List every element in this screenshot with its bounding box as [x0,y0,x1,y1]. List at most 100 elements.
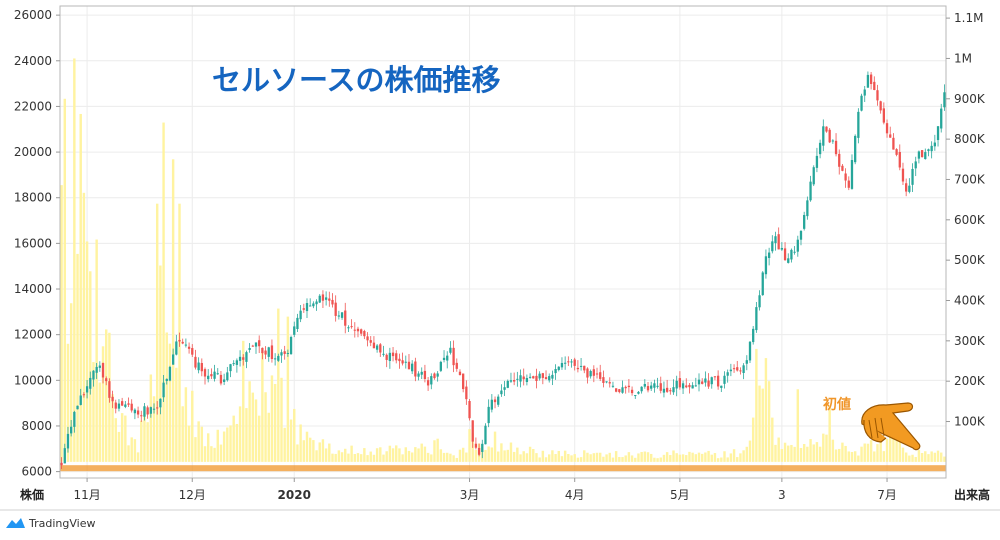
candle [178,332,181,347]
time-tick-label: 12月 [179,488,206,502]
price-tick-label: 26000 [14,8,52,22]
volume-bar [69,303,73,462]
candle-body [136,410,140,415]
volume-bar [133,439,137,462]
candle [165,378,168,385]
volume-bar [79,113,82,462]
volume-bar [541,450,545,462]
candle [328,291,331,307]
candle-body [618,389,621,393]
candle [532,375,535,379]
volume-bar [420,443,423,462]
volume-bar [649,453,653,462]
candle-body [710,377,713,385]
tradingview-brand: TradingView [28,517,95,530]
candle [653,379,656,393]
candle [583,365,586,374]
candle-body [232,363,235,365]
candle [105,376,108,386]
volume-bar [286,316,290,462]
candle [226,366,229,382]
volume-bar [802,443,806,462]
candle-body [187,346,191,349]
candle [347,325,350,333]
volume-bar [755,348,758,462]
candle [697,373,701,392]
candle [82,392,86,398]
volume-bar [60,185,63,462]
candle [309,298,312,307]
candle-body [739,370,742,372]
volume-bar [822,433,825,462]
candle-body [493,399,497,403]
volume-bar [710,454,713,462]
candle-body [375,345,379,350]
price-candles [60,71,946,470]
candle-body [602,377,605,383]
volume-bar [388,445,392,462]
volume-bar [608,452,611,462]
candle [627,378,631,393]
volume-bar [544,457,548,462]
volume-bar [834,449,838,462]
candle [216,368,219,375]
candle [850,154,854,190]
candle-body [796,239,799,252]
candle [780,242,784,251]
candle [726,369,729,383]
candle [630,386,634,396]
candle [889,126,892,138]
candle [344,302,347,334]
candle-body [449,347,452,353]
candle [111,390,114,409]
volume-bar [761,388,764,462]
candle [752,326,755,345]
candle [401,352,404,366]
candle-body [761,272,764,296]
volume-bar [646,452,650,462]
candle [458,369,462,376]
volume-bar [841,442,844,462]
candle-body [643,383,646,387]
candle [143,403,146,421]
volume-bar [302,440,306,462]
volume-bar [324,448,328,462]
candle [614,388,618,393]
candle [197,357,200,374]
tradingview-icon [6,518,25,528]
volume-bar [347,453,350,462]
candle-body [465,386,468,400]
candle-body [143,406,146,417]
candle [579,358,583,371]
candle [79,388,82,406]
volume-bar [720,457,723,462]
candle [589,369,592,379]
candle [564,356,567,370]
candle [219,370,223,386]
candle-body [471,420,474,442]
candle-body [363,330,366,337]
volume-bar [643,451,647,462]
candle [442,350,446,363]
candle [471,420,474,448]
volume-bar [114,418,117,462]
candle [334,295,337,322]
candle-body [697,379,701,385]
candle [544,370,548,380]
candle-body [200,363,203,372]
candle [133,408,137,420]
candle [436,371,439,382]
volume-bar [503,450,506,462]
volume-bar [742,450,745,462]
candle-body [869,74,873,85]
candle [468,399,471,421]
volume-bar [630,455,634,462]
candle [844,168,847,188]
volume-bar [200,426,204,462]
volume-bar [251,392,255,462]
volume-bar [873,451,876,462]
candle [729,363,733,377]
volume-bar [194,437,197,462]
candle-body [634,395,637,397]
volume-bar [885,438,889,462]
